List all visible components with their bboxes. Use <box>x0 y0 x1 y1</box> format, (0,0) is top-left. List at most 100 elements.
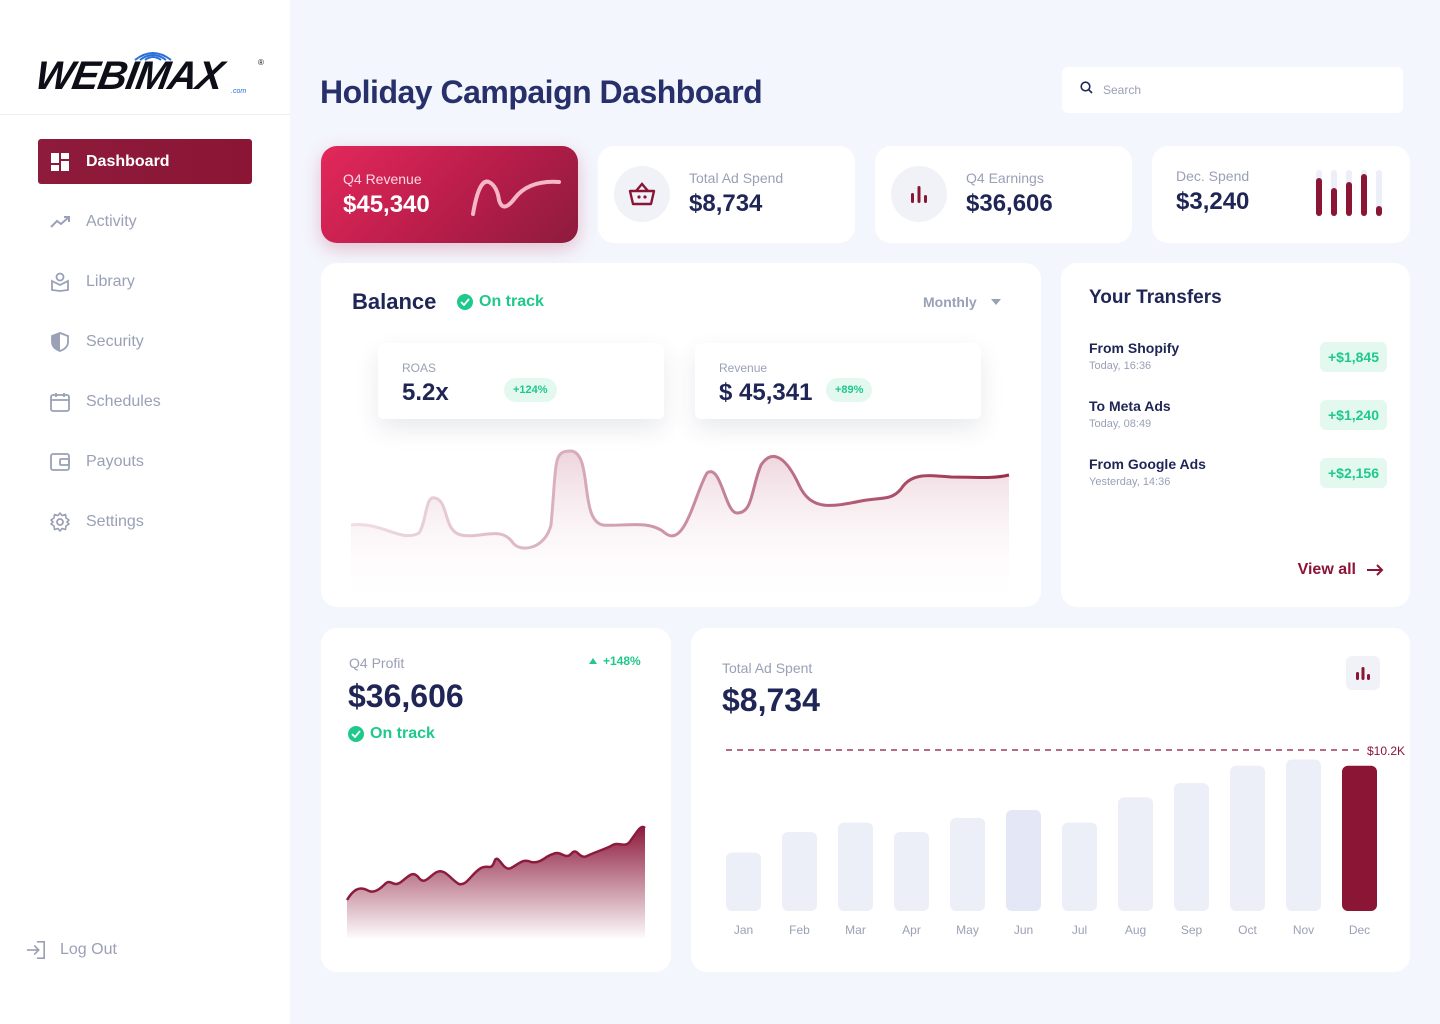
ad-spent-label: Total Ad Spent <box>722 660 813 676</box>
balance-status: On track <box>457 293 544 311</box>
check-circle-icon <box>348 726 364 742</box>
view-all-link[interactable]: View all <box>1298 561 1384 579</box>
page-title: Holiday Campaign Dashboard <box>320 74 763 110</box>
search-box[interactable] <box>1062 67 1403 113</box>
transfer-row[interactable]: To Meta Ads Today, 08:49 +$1,240 <box>1089 398 1387 442</box>
revenue-sparkline-icon <box>471 179 561 216</box>
transfer-name: From Shopify <box>1089 340 1180 356</box>
kpi-label: Total Ad Spend <box>689 170 784 186</box>
kpi-label: Q4 Revenue <box>343 171 422 187</box>
bar-nov[interactable] <box>1286 759 1321 911</box>
target-label: $10.2K <box>1367 744 1406 758</box>
triangle-up-icon <box>589 658 597 664</box>
profit-change: +148% <box>589 654 641 668</box>
status-label: On track <box>479 293 544 310</box>
revenue-label: Revenue <box>719 361 768 375</box>
period-dropdown[interactable]: Monthly <box>923 294 1001 310</box>
status-label: On track <box>370 725 435 742</box>
kpi-value: $45,340 <box>343 191 430 218</box>
kpi-label: Q4 Earnings <box>966 170 1044 186</box>
profit-value: $36,606 <box>348 678 464 714</box>
balance-area-chart <box>350 449 1010 607</box>
kpi-card-total-ad-spend[interactable]: Total Ad Spend $8,734 <box>598 146 855 243</box>
sidebar-item-security[interactable]: Security <box>38 319 252 364</box>
bar-oct[interactable] <box>1230 765 1265 911</box>
bar-jun[interactable] <box>1006 809 1041 911</box>
transfer-time: Today, 08:49 <box>1089 418 1152 430</box>
logo-domain: .com <box>231 88 247 95</box>
chevron-down-icon <box>990 299 1001 305</box>
kpi-value: $8,734 <box>689 190 763 217</box>
bar-apr[interactable] <box>894 832 929 911</box>
view-all-label: View all <box>1297 561 1356 578</box>
balance-title: Balance <box>352 289 437 314</box>
logout-icon <box>26 940 46 960</box>
logo-wordmark: WEBIMAX <box>32 54 227 98</box>
bar-chart-icon <box>1356 667 1370 680</box>
transfer-row[interactable]: From Shopify Today, 16:36 +$1,845 <box>1089 340 1387 384</box>
sidebar-item-settings[interactable]: Settings <box>38 499 252 544</box>
search-input[interactable] <box>1103 83 1383 97</box>
sidebar-item-label: Library <box>86 272 135 290</box>
transfer-amount: +$2,156 <box>1320 458 1387 488</box>
bar-dec[interactable] <box>1342 765 1377 911</box>
sidebar-nav: Dashboard Activity Library Security Sche… <box>38 139 252 559</box>
sidebar-item-label: Security <box>86 332 144 350</box>
sidebar-item-label: Dashboard <box>86 152 170 170</box>
x-tick-label: Sep <box>1181 923 1203 937</box>
profit-area-chart <box>345 825 646 938</box>
transfers-card: Your Transfers From Shopify Today, 16:36… <box>1061 263 1410 607</box>
chart-type-button[interactable] <box>1346 656 1380 690</box>
revenue-card: Revenue $ 45,341 +89% <box>695 343 981 419</box>
profit-card: Q4 Profit +148% $36,606 On track <box>321 628 671 972</box>
bar-jan[interactable] <box>726 852 761 911</box>
kpi-value: $36,606 <box>966 190 1053 217</box>
kpi-value: $3,240 <box>1176 188 1250 215</box>
sidebar-item-library[interactable]: Library <box>38 259 252 304</box>
x-tick-label: Oct <box>1238 923 1257 937</box>
kpi-card-q4-earnings[interactable]: Q4 Earnings $36,606 <box>875 146 1132 243</box>
bar-jul[interactable] <box>1062 822 1097 911</box>
bar-may[interactable] <box>950 817 985 911</box>
profit-change-value: +148% <box>603 654 641 668</box>
profit-label: Q4 Profit <box>349 655 405 671</box>
x-tick-label: May <box>956 923 979 937</box>
kpi-card-q4-revenue[interactable]: Q4 Revenue $45,340 <box>321 146 578 243</box>
x-tick-label: Apr <box>902 923 921 937</box>
gear-icon <box>50 511 70 532</box>
sidebar-item-payouts[interactable]: Payouts <box>38 439 252 484</box>
x-tick-label: Mar <box>845 923 866 937</box>
bar-aug[interactable] <box>1118 797 1153 911</box>
bar-feb[interactable] <box>782 832 817 911</box>
sidebar-divider <box>0 114 290 115</box>
sidebar-item-label: Activity <box>86 212 137 230</box>
activity-icon <box>50 212 70 232</box>
sidebar-item-schedules[interactable]: Schedules <box>38 379 252 424</box>
period-label: Monthly <box>923 294 977 310</box>
x-tick-label: Dec <box>1349 923 1370 937</box>
bar-sep[interactable] <box>1174 783 1209 911</box>
x-tick-label: Feb <box>789 923 810 937</box>
sidebar-item-label: Schedules <box>86 392 161 410</box>
transfer-time: Today, 16:36 <box>1089 360 1152 372</box>
ad-spent-value: $8,734 <box>722 682 820 718</box>
sidebar-item-dashboard[interactable]: Dashboard <box>38 139 252 184</box>
wallet-icon <box>50 452 70 472</box>
webimax-logo[interactable]: WEBIMAX ® .com <box>32 44 266 100</box>
bar-mar[interactable] <box>838 822 873 911</box>
kpi-card-dec-spend[interactable]: Dec. Spend $3,240 <box>1152 146 1410 243</box>
sidebar: WEBIMAX ® .com Dashboard Activity Librar… <box>0 0 290 1024</box>
revenue-change-badge: +89% <box>826 378 873 402</box>
transfer-row[interactable]: From Google Ads Yesterday, 14:36 +$2,156 <box>1089 456 1387 500</box>
x-tick-label: Jun <box>1014 923 1033 937</box>
transfer-amount: +$1,845 <box>1320 342 1387 372</box>
roas-value: 5.2x <box>402 379 449 406</box>
sidebar-item-activity[interactable]: Activity <box>38 199 252 244</box>
logout-label: Log Out <box>60 941 117 958</box>
basket-icon <box>614 166 670 222</box>
transfer-time: Yesterday, 14:36 <box>1089 476 1171 488</box>
x-tick-label: Jul <box>1072 923 1087 937</box>
balance-card: Balance On track Monthly ROAS 5.2x +124%… <box>321 263 1041 607</box>
logout-button[interactable]: Log Out <box>26 940 117 960</box>
x-tick-label: Jan <box>734 923 753 937</box>
